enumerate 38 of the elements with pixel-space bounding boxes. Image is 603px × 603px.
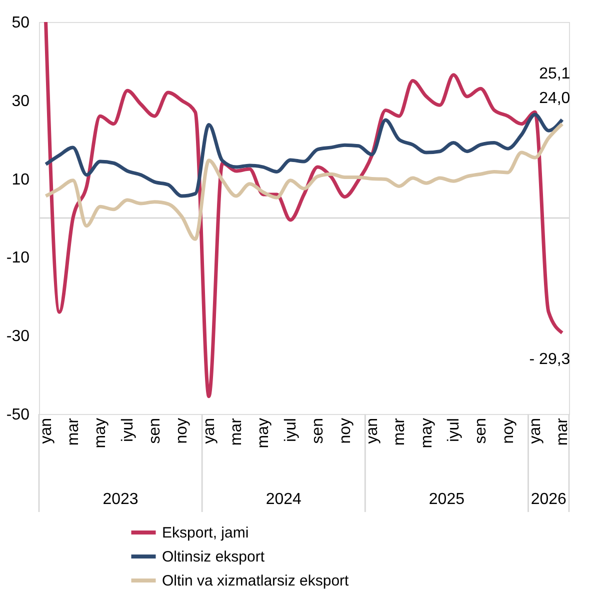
data-label: 25,1 <box>539 66 570 83</box>
y-tick-label: 30 <box>12 92 30 110</box>
x-tick-label: mar <box>64 417 82 446</box>
legend-label: Eksport, jami <box>162 524 249 542</box>
x-tick-label: mar <box>554 417 572 446</box>
x-tick-label: mar <box>391 417 408 446</box>
line-series <box>44 122 564 241</box>
data-label: - 29,3 <box>529 350 570 368</box>
text: 2023 <box>102 491 138 508</box>
data-label: 24,0 <box>539 90 570 107</box>
x-tick-label: mar <box>228 417 246 446</box>
x-tick-label: yan <box>38 418 55 444</box>
x-tick-label: iyul <box>119 418 136 442</box>
x-tick-label: noy <box>500 418 517 444</box>
x-tick-label: sen <box>472 418 490 444</box>
text: 2024 <box>266 491 302 508</box>
text: 2025 <box>428 491 465 508</box>
legend-label: Oltin va xizmatlarsiz eksport <box>162 572 350 590</box>
x-tick-label: may <box>255 418 272 448</box>
y-tick-label: -50 <box>6 406 30 424</box>
x-tick-label: may <box>92 418 110 448</box>
x-tick-label: sen <box>146 418 164 444</box>
y-tick-label: -30 <box>6 328 30 346</box>
x-tick-label: noy <box>336 418 354 444</box>
x-tick-label: iyul <box>282 418 300 442</box>
y-tick-label: 10 <box>12 171 30 188</box>
x-tick-label: sen <box>310 418 327 444</box>
x-tick-label: may <box>418 418 436 448</box>
text: 2026 <box>530 491 567 508</box>
y-tick-label: -10 <box>6 250 30 267</box>
x-tick-label: yan <box>200 418 218 444</box>
y-tick-label: 50 <box>12 14 30 32</box>
legend-label: Oltinsiz eksport <box>162 548 266 566</box>
x-tick-label: yan <box>364 418 381 444</box>
x-tick-label: iyul <box>445 418 462 442</box>
line-series <box>44 112 564 198</box>
x-tick-label: yan <box>527 418 544 444</box>
x-tick-label: noy <box>174 418 191 444</box>
